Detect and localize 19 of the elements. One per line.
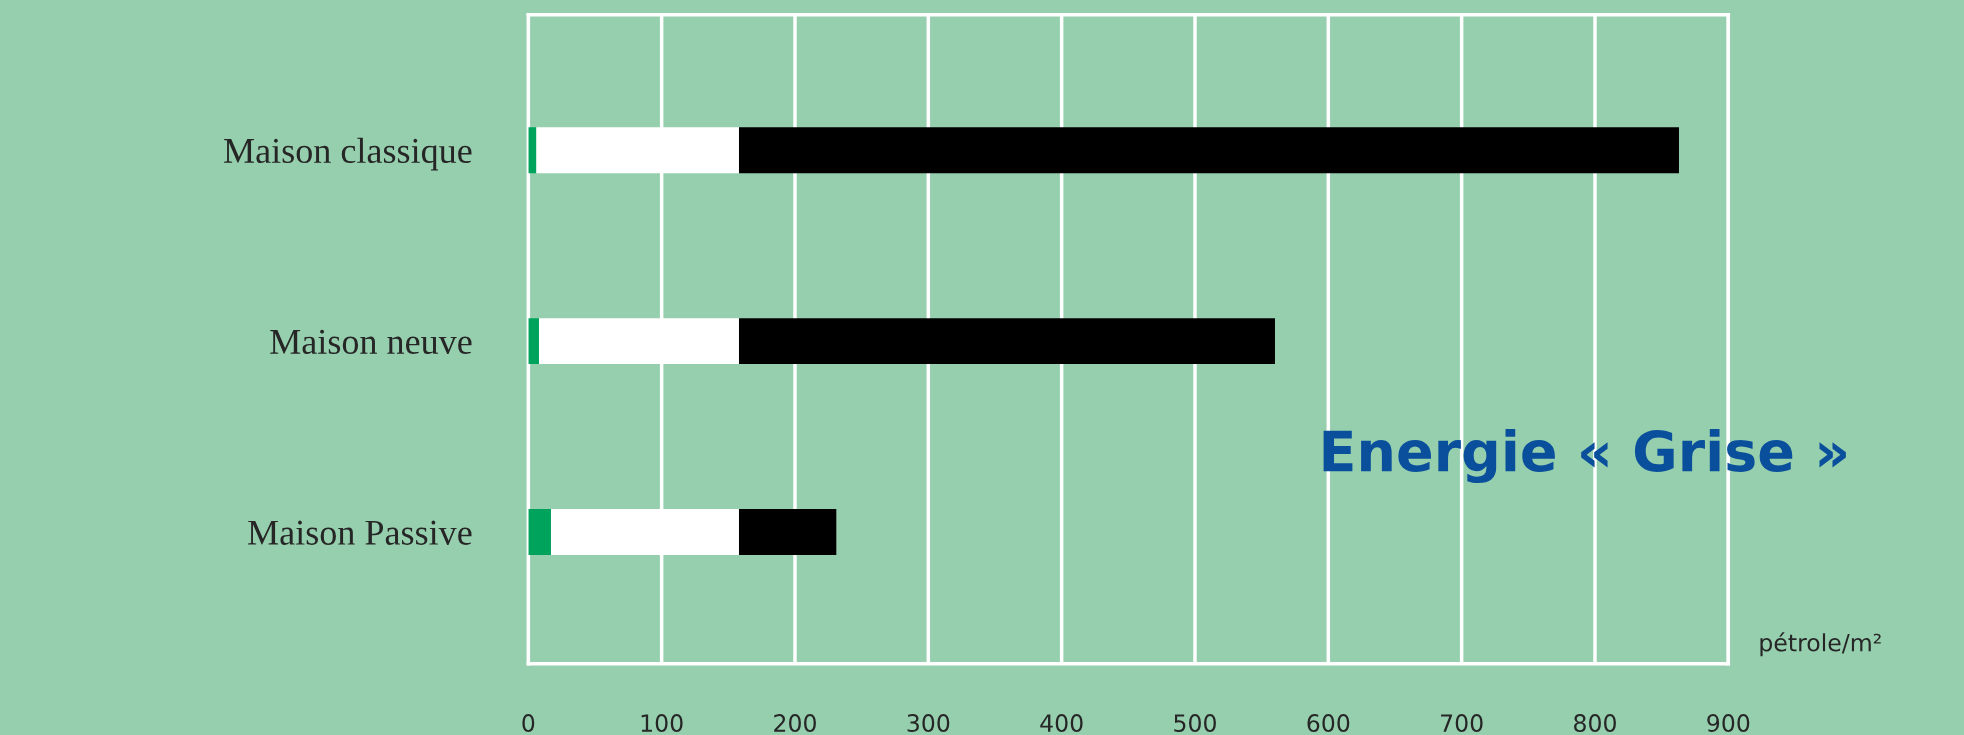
x-tick-label: 100: [641, 714, 683, 732]
x-tick-label: 700: [1441, 714, 1483, 732]
bar: [738, 127, 1679, 174]
x-tick-label: 200: [774, 714, 816, 732]
x-axis-title: pétrole/m²: [1760, 632, 1881, 657]
x-tick-label: 900: [1707, 714, 1750, 732]
bar: [738, 509, 837, 555]
x-tick-label: 500: [1174, 714, 1216, 732]
bar: [738, 318, 1275, 365]
x-tick-label: 400: [1040, 714, 1083, 732]
y-tick-label: Maison neuve: [270, 329, 472, 354]
x-tick-label: 800: [1574, 714, 1616, 732]
x-tick-label: 300: [907, 714, 950, 732]
y-tick-label: Maison Passive: [248, 520, 472, 545]
bar: [528, 318, 539, 365]
y-tick-label: Maison classique: [224, 137, 472, 171]
x-tick-label: 600: [1307, 714, 1350, 732]
x-tick-label: 0: [522, 714, 535, 732]
bar: [528, 509, 551, 555]
